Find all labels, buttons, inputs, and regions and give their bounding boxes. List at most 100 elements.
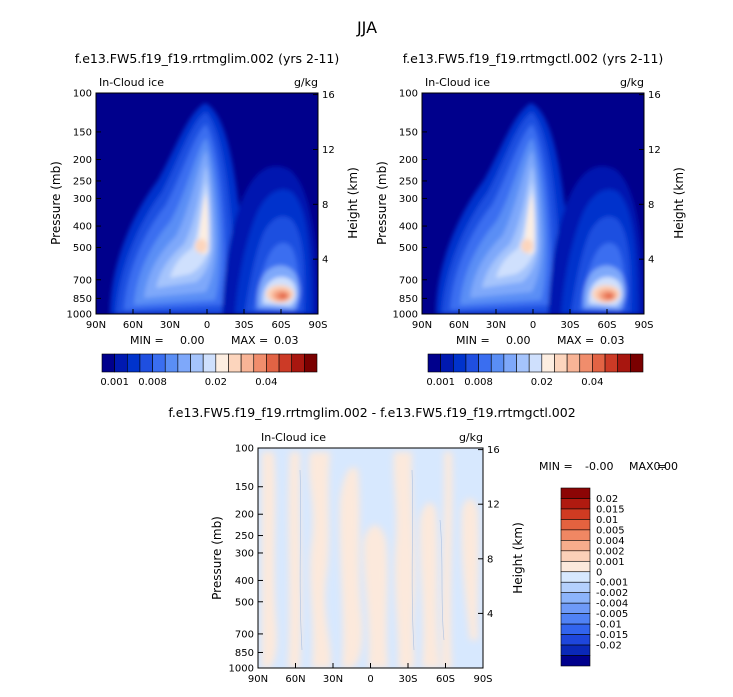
colorbar-label: 0.004 <box>596 536 625 547</box>
panel-3-min-label: MIN = <box>539 460 573 473</box>
lat-tick-label: 30N <box>160 320 180 331</box>
colorbar-swatch <box>579 353 593 373</box>
colorbar-swatch <box>560 581 591 594</box>
colorbar-swatch <box>566 353 581 373</box>
colorbar-swatch <box>560 592 591 604</box>
colorbar-swatch <box>228 353 242 373</box>
lat-tick-label: 0 <box>367 674 373 685</box>
height-tick-label: 16 <box>487 445 500 456</box>
panel-2-pressure-ticks: 100 150 200 250 300 400 500 700 850 1000 <box>393 89 427 321</box>
height-tick-label: 4 <box>322 255 328 266</box>
colorbar-swatch <box>560 613 591 625</box>
panel-3-title: f.e13.FW5.f19_f19.rrtmglim.002 - f.e13.F… <box>168 405 575 420</box>
colorbar-label: 0.01 <box>596 515 618 526</box>
height-tick-label: 12 <box>487 500 500 511</box>
height-tick-label: 12 <box>322 145 335 156</box>
colorbar-swatch <box>560 550 591 562</box>
panel-1-title: f.e13.FW5.f19_f19.rrtmglim.002 (yrs 2-11… <box>75 51 340 66</box>
pressure-tick-label: 150 <box>73 127 92 138</box>
panel-3-max-value: 0.00 <box>654 460 679 473</box>
pressure-tick-label: 500 <box>73 243 92 254</box>
pressure-tick-label: 700 <box>235 629 254 640</box>
panel-3-variable-label: In-Cloud ice <box>261 431 326 444</box>
pressure-tick-label: 100 <box>235 444 254 455</box>
lat-tick-label: 30N <box>486 320 506 331</box>
colorbar-label: 0.001 <box>596 557 625 568</box>
colorbar-swatch <box>152 353 166 373</box>
colorbar-swatch <box>215 353 229 373</box>
colorbar-label: 0 <box>596 567 602 578</box>
colorbar-label: 0.02 <box>205 377 227 388</box>
height-tick-label: 12 <box>648 145 661 156</box>
lat-tick-label: 90S <box>634 320 653 331</box>
height-tick-label: 4 <box>487 609 493 620</box>
panel-3-colorbar: 0.020.0150.010.0050.0040.0020.0010-0.001… <box>560 487 628 667</box>
lat-tick-label: 30S <box>398 674 417 685</box>
pressure-tick-label: 150 <box>235 482 254 493</box>
colorbar-label: 0.008 <box>464 377 493 388</box>
colorbar-swatch <box>139 353 153 373</box>
colorbar-label: -0.02 <box>596 641 622 652</box>
colorbar-swatch <box>304 353 318 373</box>
colorbar-swatch <box>164 353 179 373</box>
lat-tick-label: 90S <box>308 320 327 331</box>
pressure-tick-label: 850 <box>235 648 254 659</box>
colorbar-swatch <box>202 353 217 373</box>
panel-2-title: f.e13.FW5.f19_f19.rrtmgctl.002 (yrs 2-11… <box>403 51 664 66</box>
pressure-tick-label: 200 <box>73 155 92 166</box>
panel-1-min-value: 0.00 <box>180 334 205 347</box>
colorbar-label: 0.005 <box>596 525 625 536</box>
colorbar-label: -0.001 <box>596 578 628 589</box>
panel-1-pressure-ticks: 100 150 200 250 300 400 500 700 850 1000 <box>67 89 101 321</box>
panel-1-height-ticks: 16 12 8 4 <box>313 90 335 266</box>
colorbar-swatch <box>560 644 591 656</box>
colorbar-swatch <box>554 353 568 373</box>
pressure-tick-label: 150 <box>399 127 418 138</box>
colorbar-swatch <box>126 353 141 373</box>
lat-tick-label: 30N <box>323 674 343 685</box>
colorbar-swatch <box>490 353 505 373</box>
panel-2-height-ticks: 16 12 8 4 <box>639 90 661 266</box>
panel-3-x-ticks: 90N 60N 30N 0 30S 60S 90S <box>248 663 493 685</box>
main-title: JJA <box>356 18 377 37</box>
panel-2-field <box>422 93 644 314</box>
panel-3-units: g/kg <box>459 431 483 444</box>
panel-1-max-label: MAX = <box>231 334 268 347</box>
lat-tick-label: 0 <box>530 320 536 331</box>
panel-2-units: g/kg <box>620 76 644 89</box>
panel-1-ylabel: Pressure (mb) <box>49 161 63 245</box>
height-tick-label: 8 <box>648 200 654 211</box>
panel-1: f.e13.FW5.f19_f19.rrtmglim.002 (yrs 2-11… <box>49 51 360 388</box>
colorbar-swatch <box>101 353 115 373</box>
lat-tick-label: 60S <box>436 674 455 685</box>
panel-2-colorbar: 0.001 0.008 0.02 0.04 <box>426 353 644 388</box>
panel-2-y2label: Height (km) <box>672 167 686 238</box>
colorbar-label: 0.002 <box>596 546 625 557</box>
lat-tick-label: 60N <box>123 320 143 331</box>
pressure-tick-label: 300 <box>73 194 92 205</box>
colorbar-label: -0.004 <box>596 599 628 610</box>
colorbar-swatch <box>560 634 591 646</box>
colorbar-label: -0.01 <box>596 620 622 631</box>
colorbar-swatch <box>560 508 591 520</box>
panel-2-min-value: 0.00 <box>506 334 531 347</box>
panel-3-height-ticks: 16 12 8 4 <box>478 445 500 620</box>
panel-3-min-value: -0.00 <box>585 460 613 473</box>
pressure-tick-label: 700 <box>399 275 418 286</box>
colorbar-swatch <box>440 353 454 373</box>
panel-2-variable-label: In-Cloud ice <box>425 76 490 89</box>
lat-tick-label: 90N <box>248 674 268 685</box>
colorbar-swatch <box>560 519 591 531</box>
colorbar-label: 0.008 <box>138 377 167 388</box>
panel-3-pressure-ticks: 100 150 200 250 300 400 500 700 850 1000 <box>229 444 263 675</box>
panel-1-variable-label: In-Cloud ice <box>99 76 164 89</box>
pressure-tick-label: 1000 <box>229 664 254 675</box>
panel-2: f.e13.FW5.f19_f19.rrtmgctl.002 (yrs 2-11… <box>375 51 686 388</box>
colorbar-swatch <box>278 353 293 373</box>
colorbar-swatch <box>560 498 591 510</box>
panel-1-field <box>96 93 318 314</box>
colorbar-swatch <box>560 560 591 573</box>
colorbar-swatch <box>253 353 267 373</box>
colorbar-swatch <box>592 353 606 373</box>
lat-tick-label: 90S <box>473 674 492 685</box>
